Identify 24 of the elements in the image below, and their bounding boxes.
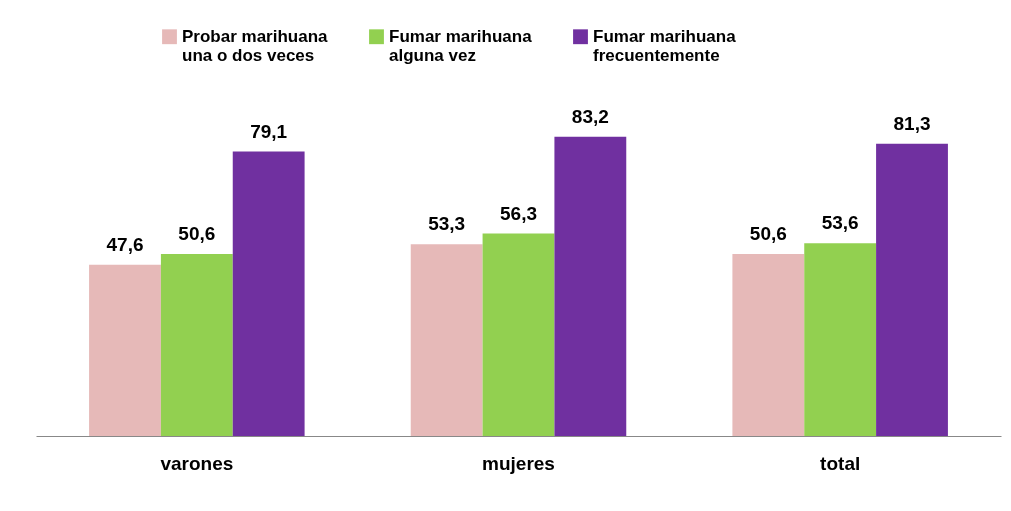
data-label: 50,6 [178, 223, 216, 245]
x-tick-label: mujeres [482, 452, 555, 474]
data-label: 81,3 [893, 112, 931, 134]
x-tick-label: varones [160, 452, 234, 474]
data-label: 56,3 [500, 202, 537, 224]
data-label: 83,2 [571, 105, 609, 127]
legend-label: Fumar marihuana alguna vez [389, 26, 533, 65]
data-label: 47,6 [106, 233, 144, 255]
x-tick-label: total [820, 452, 861, 474]
bar [160, 254, 233, 436]
data-label: 50,6 [749, 223, 787, 245]
legend-label: Fumar marihuana frecuentemente [593, 26, 737, 65]
bar [410, 244, 483, 436]
bar [876, 143, 948, 436]
data-label: 53,3 [428, 213, 466, 235]
bar [732, 254, 805, 436]
legend-label: Probar marihuana una o dos veces [182, 26, 329, 65]
bar [554, 136, 627, 436]
data-label: 53,6 [821, 212, 859, 234]
bar [232, 151, 305, 436]
bar [482, 233, 555, 436]
bar [89, 264, 161, 436]
data-label: 79,1 [250, 120, 288, 142]
bar [804, 243, 877, 436]
